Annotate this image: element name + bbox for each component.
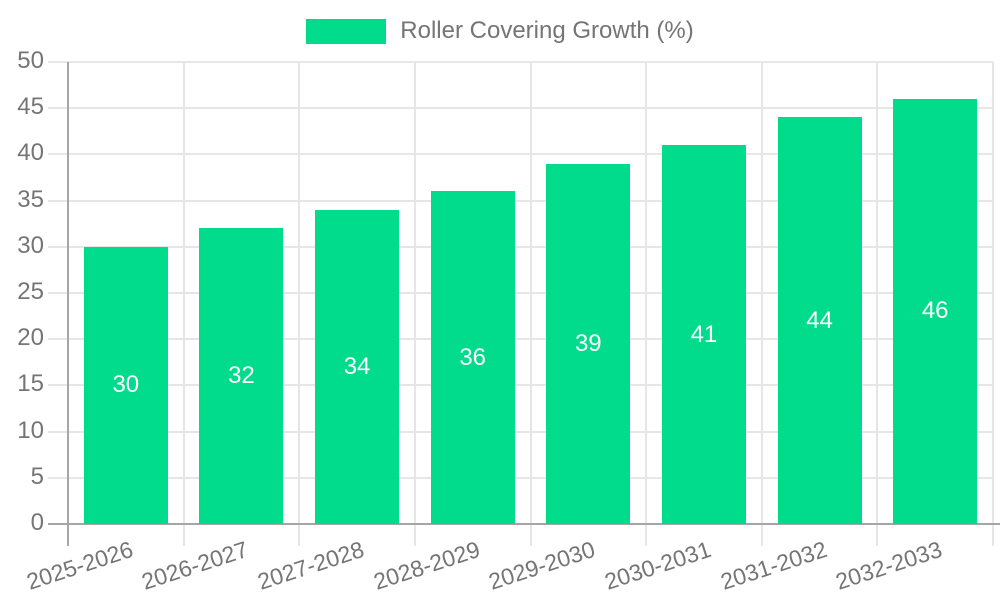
gridline-v <box>645 62 648 546</box>
y-tick-label: 0 <box>30 508 44 536</box>
gridline-v <box>760 62 763 546</box>
bar[interactable]: 30 <box>83 246 168 524</box>
bar-value-label: 36 <box>459 343 487 371</box>
x-tick-label: 2027-2028 <box>254 536 368 595</box>
y-tick-label: 10 <box>17 416 44 444</box>
legend-swatch-icon <box>306 18 387 44</box>
gridline-h <box>48 338 993 341</box>
bar-value-label: 34 <box>343 352 371 380</box>
x-tick-label: 2028-2029 <box>370 536 483 595</box>
x-tick-label: 2032-2033 <box>832 536 946 595</box>
gridline-h <box>48 153 993 156</box>
legend-label: Roller Covering Growth (%) <box>400 17 694 44</box>
bar[interactable]: 41 <box>661 145 746 524</box>
gridline-h <box>48 199 993 202</box>
gridline-h <box>48 384 993 387</box>
y-tick-label: 30 <box>17 231 44 259</box>
y-tick-label: 20 <box>17 324 44 352</box>
bar[interactable]: 32 <box>199 228 284 524</box>
y-tick-label: 15 <box>17 370 44 398</box>
y-tick-label: 35 <box>17 185 44 213</box>
bar-value-label: 30 <box>112 371 140 399</box>
gridline-v <box>529 62 532 546</box>
x-tick-label: 2029-2030 <box>485 536 599 595</box>
gridline-v <box>413 62 416 546</box>
bar-value-label: 39 <box>574 329 602 357</box>
legend-item[interactable]: Roller Covering Growth (%) <box>306 17 694 45</box>
legend: Roller Covering Growth (%) <box>0 17 1000 45</box>
bar-value-label: 32 <box>228 362 255 390</box>
y-tick-label: 5 <box>30 462 44 490</box>
x-tick-label: 2026-2027 <box>138 536 252 595</box>
y-tick-label: 45 <box>17 93 44 121</box>
bar[interactable]: 46 <box>893 98 978 524</box>
gridline-v <box>298 62 301 546</box>
bar-value-label: 44 <box>806 306 833 334</box>
gridline-v <box>876 62 879 546</box>
gridline-h <box>48 430 993 433</box>
gridline-h <box>48 292 993 294</box>
bar[interactable]: 36 <box>430 191 515 524</box>
bar-value-label: 41 <box>690 320 718 348</box>
y-tick-label: 40 <box>17 139 44 167</box>
gridline-v <box>992 62 994 546</box>
y-tick-label: 25 <box>17 277 44 305</box>
gridline-h <box>48 107 993 110</box>
gridline-v <box>182 62 185 546</box>
y-tick-label: 50 <box>17 46 44 74</box>
gridline-h <box>48 245 993 248</box>
plot-area: 0 5 10 15 20 25 30 35 40 45 50 30 2025-2026 32 2026-20… <box>17 47 1000 595</box>
x-tick-label: 2030-2031 <box>601 536 714 595</box>
bar[interactable]: 44 <box>777 117 862 524</box>
y-axis-line <box>67 62 69 546</box>
bar[interactable]: 39 <box>546 163 631 524</box>
bar[interactable]: 34 <box>315 209 400 524</box>
bar-value-label: 46 <box>921 297 949 325</box>
gridline-h <box>48 61 993 63</box>
gridline-h <box>48 476 993 479</box>
x-tick-label: 2025-2026 <box>23 536 136 595</box>
x-axis-line <box>48 523 1000 525</box>
x-tick-label: 2031-2032 <box>716 536 830 595</box>
